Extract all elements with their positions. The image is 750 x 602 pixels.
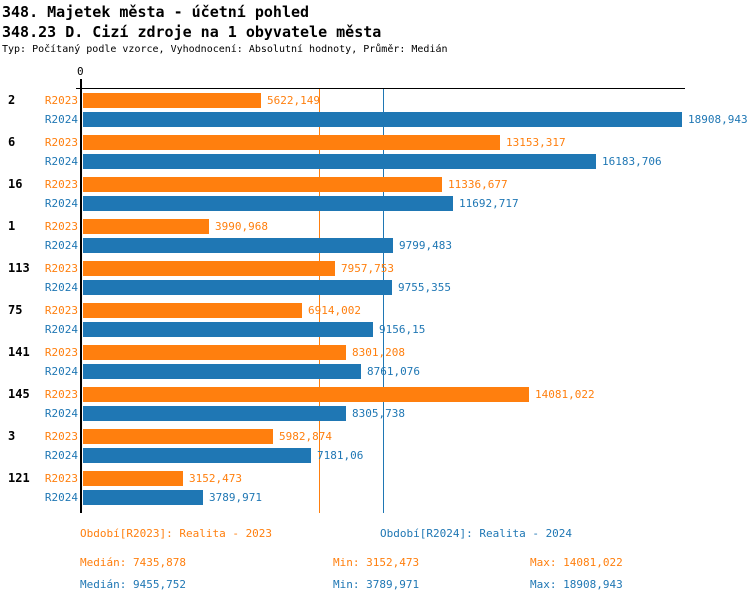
bar-r2024-cat-16 (83, 196, 453, 211)
chart-subtitle: Typ: Počítaný podle vzorce, Vyhodnocení:… (2, 44, 448, 55)
series-label-r2024: R2024 (44, 449, 78, 462)
series-label-r2023: R2023 (44, 388, 78, 401)
value-label: 8761,076 (367, 365, 420, 378)
value-label: 7181,06 (317, 449, 364, 462)
series-label-r2023: R2023 (44, 136, 78, 149)
value-label: 9799,483 (399, 239, 452, 252)
series-label-r2024: R2024 (44, 113, 78, 126)
bar-r2023-cat-145 (83, 387, 529, 402)
bar-r2024-cat-1 (83, 238, 393, 253)
value-label: 11336,677 (448, 178, 508, 191)
series-label-r2023: R2023 (44, 220, 78, 233)
value-label: 14081,022 (535, 388, 595, 401)
value-label: 16183,706 (602, 155, 662, 168)
category-label: 75 (8, 303, 23, 317)
stat-median-r2024: Medián: 9455,752 (80, 578, 186, 591)
series-label-r2024: R2024 (44, 155, 78, 168)
bar-r2023-cat-16 (83, 177, 442, 192)
bar-r2024-cat-2 (83, 112, 682, 127)
value-label: 5622,149 (267, 94, 320, 107)
series-label-r2023: R2023 (44, 304, 78, 317)
series-label-r2024: R2024 (44, 365, 78, 378)
chart-title: 348.23 D. Cizí zdroje na 1 obyvatele měs… (2, 23, 382, 41)
value-label: 11692,717 (459, 197, 519, 210)
series-label-r2023: R2023 (44, 430, 78, 443)
value-label: 3789,971 (209, 491, 262, 504)
stat-median-r2023: Medián: 7435,878 (80, 556, 186, 569)
y-axis-line (80, 79, 82, 513)
value-label: 3152,473 (189, 472, 242, 485)
median-line-r2023 (319, 88, 320, 513)
bar-r2023-cat-141 (83, 345, 346, 360)
stat-max-r2024: Max: 18908,943 (530, 578, 623, 591)
stat-min-r2024: Min: 3789,971 (333, 578, 420, 591)
page-title: 348. Majetek města - účetní pohled (2, 3, 310, 21)
bar-r2024-cat-113 (83, 280, 392, 295)
bar-r2023-cat-113 (83, 261, 335, 276)
series-label-r2024: R2024 (44, 491, 78, 504)
median-line-r2024 (383, 88, 384, 513)
bar-r2024-cat-6 (83, 154, 596, 169)
x-axis-line (76, 88, 685, 89)
series-label-r2023: R2023 (44, 178, 78, 191)
category-label: 121 (8, 471, 30, 485)
series-label-r2024: R2024 (44, 323, 78, 336)
category-label: 2 (8, 93, 16, 107)
value-label: 8301,208 (352, 346, 405, 359)
value-label: 6914,002 (308, 304, 361, 317)
bar-r2024-cat-141 (83, 364, 361, 379)
series-label-r2023: R2023 (44, 262, 78, 275)
series-label-r2023: R2023 (44, 472, 78, 485)
bar-r2023-cat-121 (83, 471, 183, 486)
value-label: 3990,968 (215, 220, 268, 233)
series-label-r2023: R2023 (44, 346, 78, 359)
bar-r2024-cat-75 (83, 322, 373, 337)
bar-r2024-cat-145 (83, 406, 346, 421)
value-label: 13153,317 (506, 136, 566, 149)
bar-r2023-cat-1 (83, 219, 209, 234)
bar-r2023-cat-3 (83, 429, 273, 444)
value-label: 9156,15 (379, 323, 426, 336)
bar-r2023-cat-2 (83, 93, 261, 108)
series-label-r2024: R2024 (44, 281, 78, 294)
series-label-r2023: R2023 (44, 94, 78, 107)
x-axis-zero-tick-label: 0 (77, 65, 84, 78)
series-label-r2024: R2024 (44, 407, 78, 420)
value-label: 7957,753 (341, 262, 394, 275)
category-label: 1 (8, 219, 16, 233)
legend-item-r2024: Období[R2024]: Realita - 2024 (380, 527, 573, 540)
value-label: 8305,738 (352, 407, 405, 420)
value-label: 9755,355 (398, 281, 451, 294)
stat-max-r2023: Max: 14081,022 (530, 556, 623, 569)
category-label: 141 (8, 345, 30, 359)
category-label: 145 (8, 387, 30, 401)
legend-item-r2023: Období[R2023]: Realita - 2023 (80, 527, 273, 540)
category-label: 16 (8, 177, 23, 191)
value-label: 5982,874 (279, 430, 332, 443)
series-label-r2024: R2024 (44, 197, 78, 210)
series-label-r2024: R2024 (44, 239, 78, 252)
category-label: 3 (8, 429, 16, 443)
bar-r2024-cat-121 (83, 490, 203, 505)
value-label: 18908,943 (688, 113, 748, 126)
category-label: 6 (8, 135, 16, 149)
bar-r2023-cat-75 (83, 303, 302, 318)
category-label: 113 (8, 261, 30, 275)
stat-min-r2023: Min: 3152,473 (333, 556, 420, 569)
bar-r2024-cat-3 (83, 448, 311, 463)
bar-r2023-cat-6 (83, 135, 500, 150)
